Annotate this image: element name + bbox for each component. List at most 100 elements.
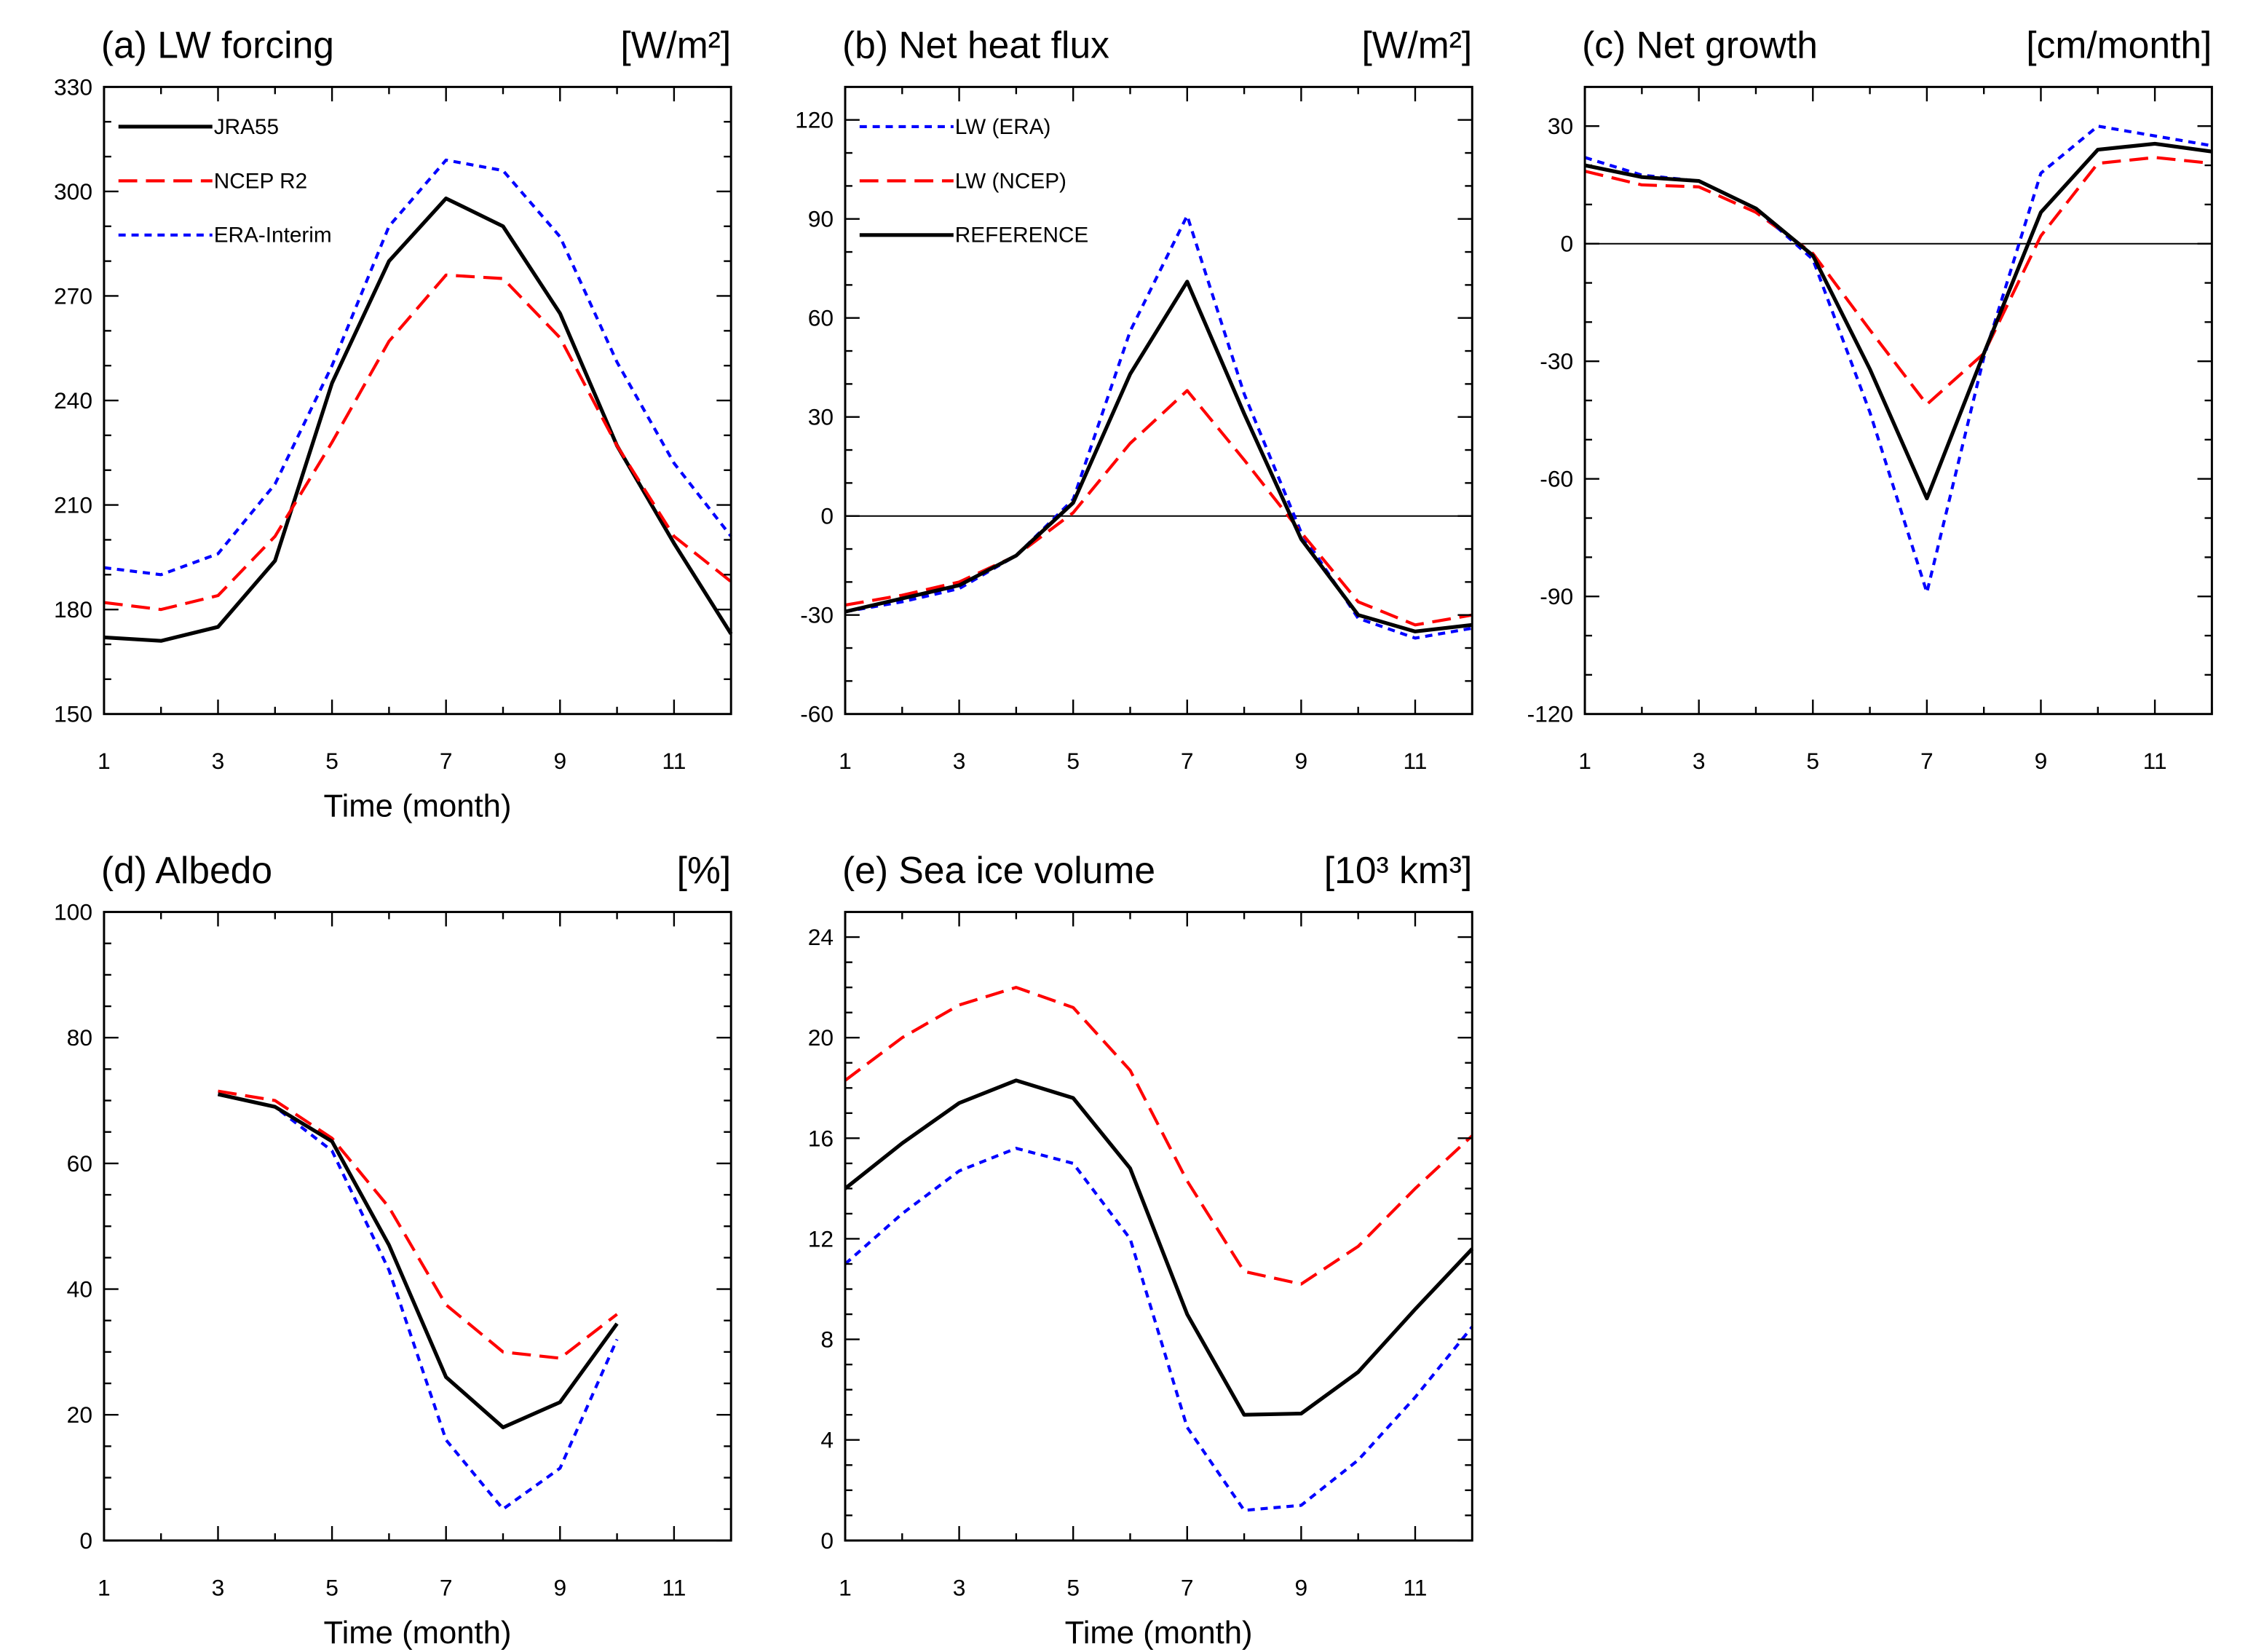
tick-marks: [844, 86, 1473, 715]
y-tick-label: 16: [808, 1125, 834, 1151]
panel-title: (a) LW forcing: [101, 24, 334, 66]
y-tick-label: 330: [54, 74, 92, 100]
panel-units: [10³ km³]: [1324, 849, 1472, 891]
y-tick-label: 90: [808, 206, 834, 232]
x-tick-label: 7: [1920, 748, 1934, 774]
panel-d: (d) Albedo [%] 1 3 5 7 9 11 0 20 40 60 80 100 Time (mo…: [54, 849, 732, 1651]
legend-label-jra55: JRA55: [214, 115, 279, 139]
series-group: [217, 1089, 619, 1511]
y-tick-label: 150: [54, 701, 92, 727]
x-tick-label: 5: [325, 1574, 339, 1600]
x-tick-label: 7: [440, 1574, 453, 1600]
y-tick-label: 30: [1548, 113, 1573, 139]
tick-marks: [1583, 86, 2213, 715]
x-tick-label: 3: [212, 1574, 225, 1600]
panel-title: (b) Net heat flux: [842, 24, 1109, 66]
tick-marks: [844, 911, 1473, 1542]
series-line-red: [218, 1089, 618, 1360]
panel-units: [W/m²]: [620, 24, 731, 66]
x-tick-label: 9: [1295, 1574, 1308, 1600]
legend-label-lw-ncep: LW (NCEP): [955, 169, 1066, 193]
x-tick-label: 9: [2035, 748, 2048, 774]
x-tick-label: 1: [839, 748, 852, 774]
tick-marks: [103, 911, 732, 1542]
y-tick-label: 8: [820, 1327, 834, 1353]
x-tick-label: 9: [1295, 748, 1308, 774]
series-line-blue: [1584, 125, 2212, 594]
series-group: [1584, 125, 2212, 594]
series-line-ncep-r2: [103, 273, 732, 612]
y-tick-label: 0: [820, 503, 834, 529]
y-tick-label: 24: [808, 924, 834, 950]
x-axis-label: Time (month): [324, 789, 512, 824]
x-tick-label: 5: [1806, 748, 1819, 774]
series-line-blue: [218, 1092, 619, 1511]
panel-title: (e) Sea ice volume: [842, 849, 1155, 891]
panel-b: (b) Net heat flux [W/m²] 1 3 5 7 9 11 -60 -30 0 30 6…: [795, 24, 1473, 774]
series-line-black: [844, 1078, 1474, 1417]
y-tick-label: -120: [1527, 701, 1574, 727]
x-tick-label: 7: [440, 748, 453, 774]
series-line-era-interim: [103, 158, 732, 577]
legend-label-lw-era: LW (ERA): [955, 115, 1051, 139]
y-tick-label: 20: [67, 1402, 92, 1428]
legend: LW (ERA) LW (NCEP) REFERENCE: [859, 115, 1088, 248]
panel-title: (d) Albedo: [101, 849, 272, 891]
panel-units: [W/m²]: [1361, 24, 1472, 66]
series-line-black: [217, 1092, 619, 1430]
x-tick-label: 1: [839, 1574, 852, 1600]
y-tick-label: -60: [800, 701, 834, 727]
y-tick-label: 0: [1561, 231, 1574, 257]
y-tick-label: 210: [54, 492, 92, 518]
y-tick-label: 20: [808, 1024, 834, 1051]
series-line-lw-era: [844, 214, 1473, 640]
legend-label-era-interim: ERA-Interim: [214, 224, 332, 248]
x-tick-label: 11: [1403, 1574, 1427, 1600]
x-tick-label: 7: [1181, 1574, 1194, 1600]
series-line-reference: [844, 280, 1473, 633]
x-tick-label: 3: [953, 1574, 966, 1600]
panel-units: [cm/month]: [2026, 24, 2212, 66]
legend-label-ncep-r2: NCEP R2: [214, 169, 307, 193]
x-tick-label: 7: [1181, 748, 1194, 774]
panel-title: (c) Net growth: [1582, 24, 1818, 66]
y-tick-label: 120: [795, 107, 834, 133]
series-group: [103, 158, 733, 643]
x-tick-label: 3: [212, 748, 225, 774]
y-tick-label: 0: [79, 1527, 92, 1554]
x-tick-label: 1: [98, 748, 111, 774]
y-tick-label: 180: [54, 596, 92, 623]
series-line-blue: [844, 1147, 1473, 1512]
x-axis-label: Time (month): [1065, 1615, 1253, 1651]
y-tick-label: -30: [1540, 348, 1573, 374]
y-tick-label: 4: [820, 1427, 834, 1453]
x-tick-label: 11: [662, 1574, 686, 1600]
legend-label-reference: REFERENCE: [955, 224, 1088, 248]
y-tick-label: 80: [67, 1024, 92, 1051]
series-group: [844, 214, 1473, 640]
series-line-red: [1584, 156, 2212, 406]
series-line-black: [1584, 141, 2212, 501]
x-tick-label: 11: [2143, 748, 2167, 774]
x-axis-label: Time (month): [324, 1615, 512, 1651]
series-line-lw-ncep: [844, 389, 1473, 627]
panel-units: [%]: [677, 849, 732, 891]
legend: JRA55 NCEP R2 ERA-Interim: [118, 115, 332, 248]
y-tick-label: 300: [54, 178, 92, 205]
panel-c: (c) Net growth [cm/month] 1 3 5 7 9 11 -120 -90 -6…: [1527, 24, 2213, 774]
plot-frame: [844, 85, 1473, 716]
y-tick-label: 40: [67, 1276, 92, 1302]
plot-frame: [844, 911, 1473, 1542]
y-tick-label: 100: [54, 898, 92, 925]
y-tick-label: 60: [808, 305, 834, 331]
tick-marks: [103, 86, 732, 715]
plot-frame: [103, 911, 732, 1542]
x-tick-label: 9: [553, 748, 566, 774]
x-tick-label: 5: [1066, 748, 1080, 774]
x-tick-label: 3: [953, 748, 966, 774]
y-tick-label: -90: [1540, 583, 1573, 609]
panel-e: (e) Sea ice volume [10³ km³] 1 3 5 7 9 11 0 4 8 12 1…: [808, 849, 1474, 1651]
y-tick-label: 30: [808, 404, 834, 430]
y-tick-label: 270: [54, 282, 92, 309]
